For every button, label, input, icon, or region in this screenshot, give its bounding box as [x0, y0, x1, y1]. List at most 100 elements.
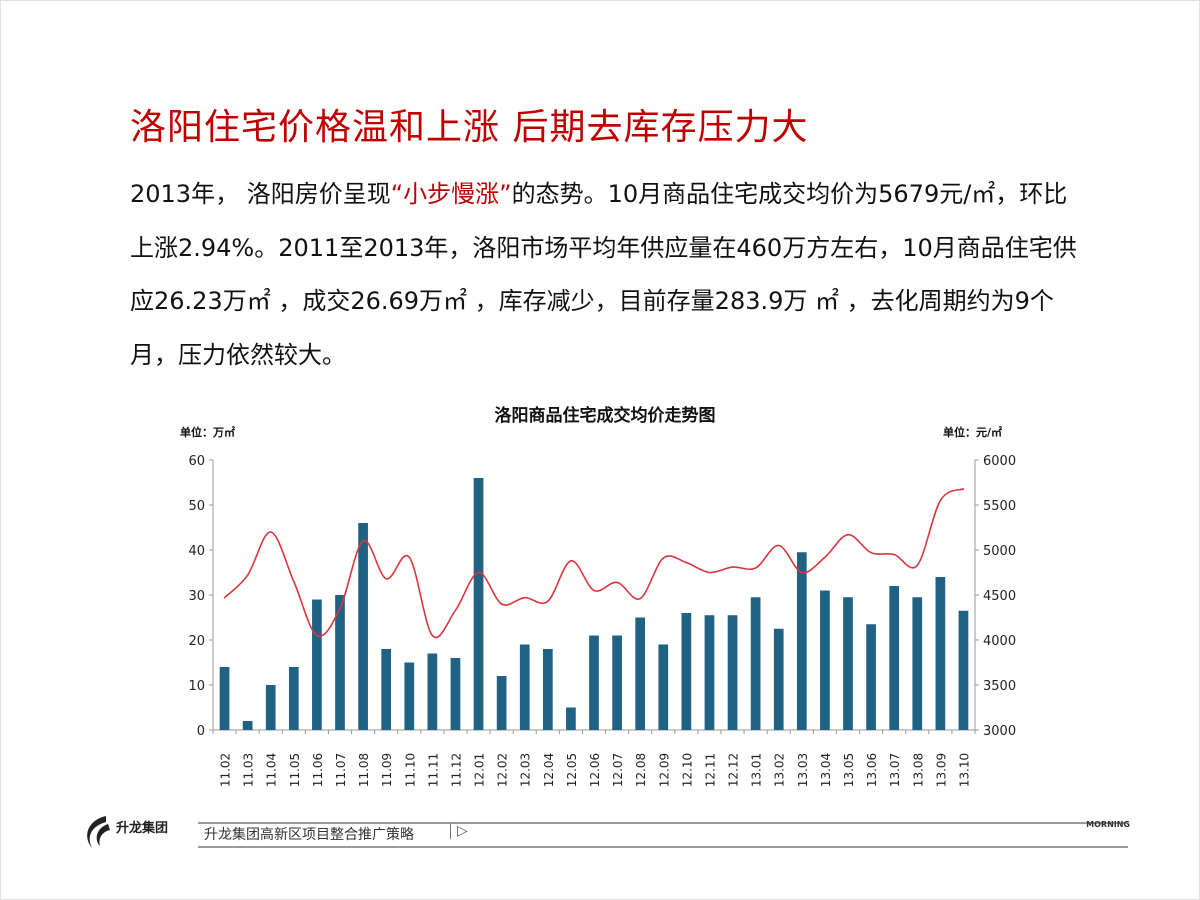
price-point-11.09	[385, 578, 387, 580]
left-tick-label: 30	[188, 589, 205, 604]
price-point-13.06	[870, 551, 872, 554]
x-tick-label: 13.06	[865, 753, 879, 787]
price-point-11.07	[339, 607, 341, 610]
x-tick-label: 12.07	[611, 753, 625, 787]
bar-11.07	[335, 595, 345, 730]
x-tick-label: 13.10	[957, 753, 971, 787]
price-point-12.10	[685, 561, 688, 564]
price-point-11.08	[362, 540, 364, 542]
right-tick-label: 4000	[983, 634, 1016, 649]
price-point-12.04	[547, 600, 549, 603]
x-tick-label: 13.01	[750, 753, 764, 787]
price-point-12.02	[500, 603, 503, 605]
bar-12.07	[612, 635, 622, 730]
bar-11.02	[219, 667, 230, 730]
morning-logo: MORNING	[1086, 820, 1130, 829]
bar-13.04	[820, 590, 830, 730]
x-tick-label: 11.09	[380, 753, 394, 787]
x-tick-label: 11.05	[288, 753, 302, 787]
bar-12.12	[727, 615, 738, 730]
right-tick-label: 3500	[983, 679, 1016, 694]
x-tick-label: 12.01	[473, 753, 487, 787]
bar-12.03	[519, 644, 530, 730]
x-tick-label: 13.07	[888, 753, 902, 787]
price-point-11.12	[454, 609, 457, 612]
price-point-12.06	[593, 589, 595, 592]
x-tick-label: 13.08	[911, 753, 925, 787]
price-point-12.11	[708, 571, 711, 574]
x-tick-label: 12.09	[657, 753, 671, 787]
price-point-12.09	[662, 557, 665, 559]
price-point-13.04	[824, 556, 826, 558]
bar-13.08	[912, 597, 923, 730]
right-tick-label: 5000	[983, 544, 1016, 559]
bar-13.05	[843, 597, 853, 730]
price-point-12.12	[731, 566, 734, 568]
bar-13.10	[958, 610, 969, 730]
right-tick-label: 4500	[983, 589, 1016, 604]
x-tick-label: 12.08	[634, 753, 648, 787]
bar-12.08	[635, 617, 646, 730]
x-tick-label: 11.08	[357, 753, 371, 787]
price-point-11.05	[293, 580, 295, 583]
x-tick-label: 11.10	[403, 753, 417, 787]
price-point-13.07	[893, 553, 895, 556]
x-tick-label: 12.12	[727, 753, 741, 787]
price-point-11.02	[223, 596, 226, 599]
x-tick-label: 12.11	[703, 753, 717, 787]
left-tick-label: 0	[197, 724, 205, 739]
right-tick-label: 3000	[983, 724, 1016, 739]
x-tick-label: 12.02	[496, 753, 510, 787]
chart-title: 洛阳商品住宅成交均价走势图	[495, 405, 716, 426]
x-tick-label: 12.04	[542, 753, 556, 787]
left-tick-label: 10	[188, 679, 205, 694]
price-point-12.08	[639, 597, 641, 600]
body-text-2: 的态势。10月商品住宅成交均价为5679元/㎡，环比上涨2.94%。2011至2…	[130, 180, 1077, 369]
x-tick-label: 12.05	[565, 753, 579, 787]
bar-12.06	[589, 635, 599, 730]
price-point-11.03	[246, 574, 249, 576]
bar-11.06	[312, 599, 322, 730]
price-point-13.08	[916, 564, 919, 567]
x-tick-label: 12.06	[588, 753, 602, 787]
bar-12.10	[681, 613, 692, 730]
bar-11.12	[450, 658, 461, 730]
play-triangle-icon[interactable]: ▷	[450, 823, 468, 839]
x-tick-label: 11.07	[334, 753, 348, 787]
price-point-13.03	[801, 571, 803, 574]
x-tick-label: 12.03	[519, 753, 533, 787]
bar-11.08	[358, 523, 368, 730]
price-point-13.10	[962, 488, 965, 490]
footer-text: 升龙集团高新区项目整合推广策略	[204, 827, 414, 843]
price-point-12.07	[616, 581, 618, 584]
x-tick-label: 11.04	[265, 753, 279, 787]
price-point-13.05	[847, 533, 849, 536]
x-tick-label: 11.11	[426, 753, 440, 787]
bar-11.05	[288, 667, 299, 730]
bar-11.09	[381, 649, 392, 730]
price-point-12.05	[570, 560, 572, 562]
right-tick-label: 6000	[983, 454, 1016, 469]
bar-13.02	[773, 628, 784, 730]
bar-13.03	[796, 552, 807, 730]
bar-12.09	[658, 644, 669, 730]
price-point-13.09	[939, 499, 942, 502]
x-tick-label: 13.05	[842, 753, 856, 787]
slide-title: 洛阳住宅价格温和上涨 后期去库存压力大	[130, 107, 809, 148]
left-axis-unit: 单位：万㎡	[180, 425, 235, 439]
svg-text:升龙集团: 升龙集团	[116, 820, 168, 836]
x-tick-label: 11.06	[311, 753, 325, 787]
x-tick-label: 11.12	[449, 753, 463, 787]
bar-12.11	[704, 615, 715, 730]
footer: 升龙集团 升龙集团高新区项目整合推广策略 ▷ MORNING	[70, 808, 1130, 854]
x-tick-label: 13.03	[796, 753, 810, 787]
right-tick-label: 5500	[983, 499, 1016, 514]
bar-11.11	[427, 653, 438, 730]
bar-11.04	[265, 685, 276, 730]
left-tick-label: 50	[188, 499, 205, 514]
left-tick-label: 60	[188, 454, 205, 469]
price-point-12.03	[523, 596, 526, 599]
body-text-1: 2013年， 洛阳房价呈现	[130, 180, 391, 208]
right-axis-unit: 单位：元/㎡	[943, 425, 1002, 439]
bar-11.03	[242, 721, 253, 730]
